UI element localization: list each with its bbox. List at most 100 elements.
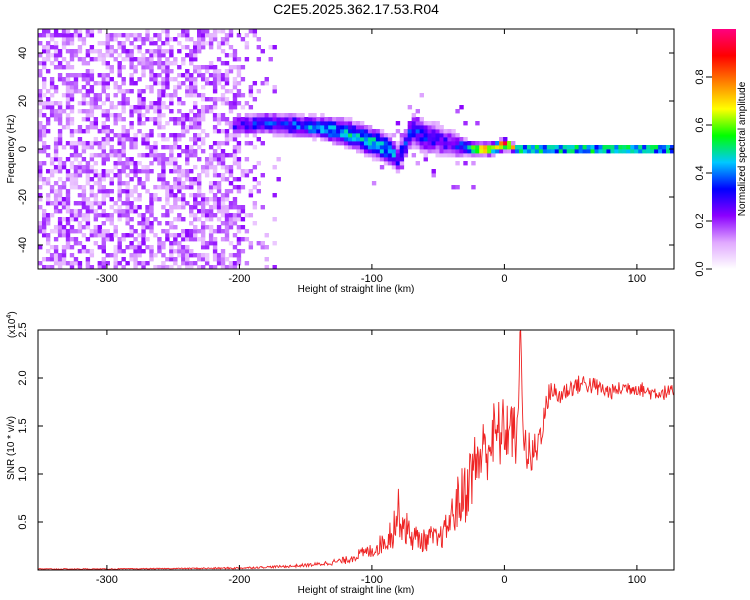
spectrogram-cell [232, 221, 238, 226]
spectrogram-cell [431, 121, 436, 126]
spectrogram-cell [204, 161, 210, 166]
spectrogram-cell [101, 197, 106, 202]
spectrogram-cell [105, 125, 110, 130]
spectrogram-cell [97, 265, 103, 270]
spectrogram-cell [443, 149, 448, 154]
spectrogram-cell [216, 57, 222, 62]
spectrogram-cell [105, 153, 110, 158]
spectrogram-cell [149, 89, 154, 94]
spectrogram-cell [153, 49, 158, 54]
spectrogram-cell [443, 133, 448, 138]
spectrogram-cell [320, 113, 325, 118]
spectrogram-cell [129, 33, 134, 38]
spectrogram-cell [93, 125, 99, 130]
spectrogram-cell [38, 197, 43, 202]
spectrogram-cell [85, 89, 91, 94]
spectrogram-cell [101, 153, 106, 158]
spectrogram-cell [379, 137, 385, 142]
spectrogram-cell [204, 225, 210, 230]
spectrogram-cell [200, 169, 206, 174]
spectrogram-cell [260, 113, 265, 118]
spectrogram-cell [479, 145, 484, 150]
spectrogram-cell [141, 265, 146, 270]
spectrogram-cell [228, 33, 234, 38]
spectrogram-cell [212, 173, 218, 178]
spectrogram-cell [359, 141, 365, 146]
spectrogram-cell [304, 129, 309, 134]
spectrogram-cell [232, 53, 238, 58]
spectrogram-cell [197, 193, 202, 198]
spectrogram-cell [165, 69, 170, 74]
spectrogram-cell [53, 197, 59, 202]
spectrogram-cell [109, 237, 114, 242]
spectrogram-cell [77, 213, 83, 218]
spectrogram-cell [200, 109, 206, 114]
spectrogram-cell [149, 249, 154, 254]
spectrogram-cell [89, 145, 95, 150]
spectrogram-cell [212, 257, 218, 262]
spectrogram-cell [522, 145, 528, 150]
spectrogram-cell [614, 145, 619, 150]
spectrogram-cell [73, 173, 79, 178]
spectrogram-cell [173, 169, 178, 174]
spectrogram-cell [204, 97, 210, 102]
spectrogram-cell [113, 249, 118, 254]
spectrogram-cell [503, 149, 508, 154]
spectrogram-cell [447, 145, 452, 150]
spectrogram-cell [153, 185, 158, 190]
spectrogram-cell [197, 157, 202, 162]
spectrogram-cell [208, 81, 214, 86]
spectrogram-cell [81, 249, 87, 254]
spectrogram-cell [503, 145, 508, 150]
spectrogram-cell [65, 197, 71, 202]
spectrogram-cell [45, 117, 51, 122]
spectrogram-cell [69, 89, 75, 94]
spectrogram-cell [81, 97, 87, 102]
spectrogram-cell [97, 225, 103, 230]
spectrogram-cell [69, 177, 75, 182]
spectrogram-cell [411, 121, 417, 126]
spectrogram-cell [530, 145, 536, 150]
spectrogram-cell [157, 133, 162, 138]
spectrogram-cell [121, 237, 126, 242]
spectrogram-cell [117, 89, 122, 94]
spectrogram-cell [49, 265, 55, 270]
spectrogram-cell [157, 109, 162, 114]
spectrogram-cell [141, 101, 146, 106]
spectrogram-cell [157, 241, 162, 246]
spectrogram-cell [53, 189, 59, 194]
spectrogram-cell [149, 201, 154, 206]
snr-y-tick-label: 0.5 [17, 514, 29, 529]
spectrogram-cell [220, 93, 226, 98]
spectrogram-cell [149, 37, 154, 42]
spectrogram-cell [129, 217, 134, 222]
spectrogram-cell [415, 133, 421, 138]
spectrogram-cell [359, 137, 365, 142]
spectrogram-cell [41, 45, 47, 50]
spectrogram-cell [113, 105, 118, 110]
spectrogram-cell [173, 37, 178, 42]
spectrogram-cell [216, 153, 222, 158]
spectrogram-cell [459, 149, 464, 154]
spectrogram-cell [109, 253, 114, 258]
spectrogram-cell [173, 233, 178, 238]
spectrogram-cell [173, 201, 178, 206]
spectrogram-cell [232, 253, 238, 258]
spectrogram-cell [141, 137, 146, 142]
spectrogram-cell [161, 125, 166, 130]
spectrogram-cell [224, 81, 230, 86]
spectrogram-cell [53, 33, 59, 38]
spectrogram-cell [149, 101, 154, 106]
spectrogram-cell [336, 129, 341, 134]
spectrogram-cell [125, 205, 130, 210]
spectrogram-cell [69, 253, 75, 258]
spectrogram-cell [73, 213, 79, 218]
spectrogram-cell [622, 145, 627, 150]
spectrogram-cell [658, 149, 663, 154]
spectrogram-cell [375, 157, 381, 162]
spectrogram-cell [530, 149, 536, 154]
spectrogram-cell [45, 213, 51, 218]
spectrogram-cell [93, 117, 99, 122]
spectrogram-cell [232, 65, 238, 70]
